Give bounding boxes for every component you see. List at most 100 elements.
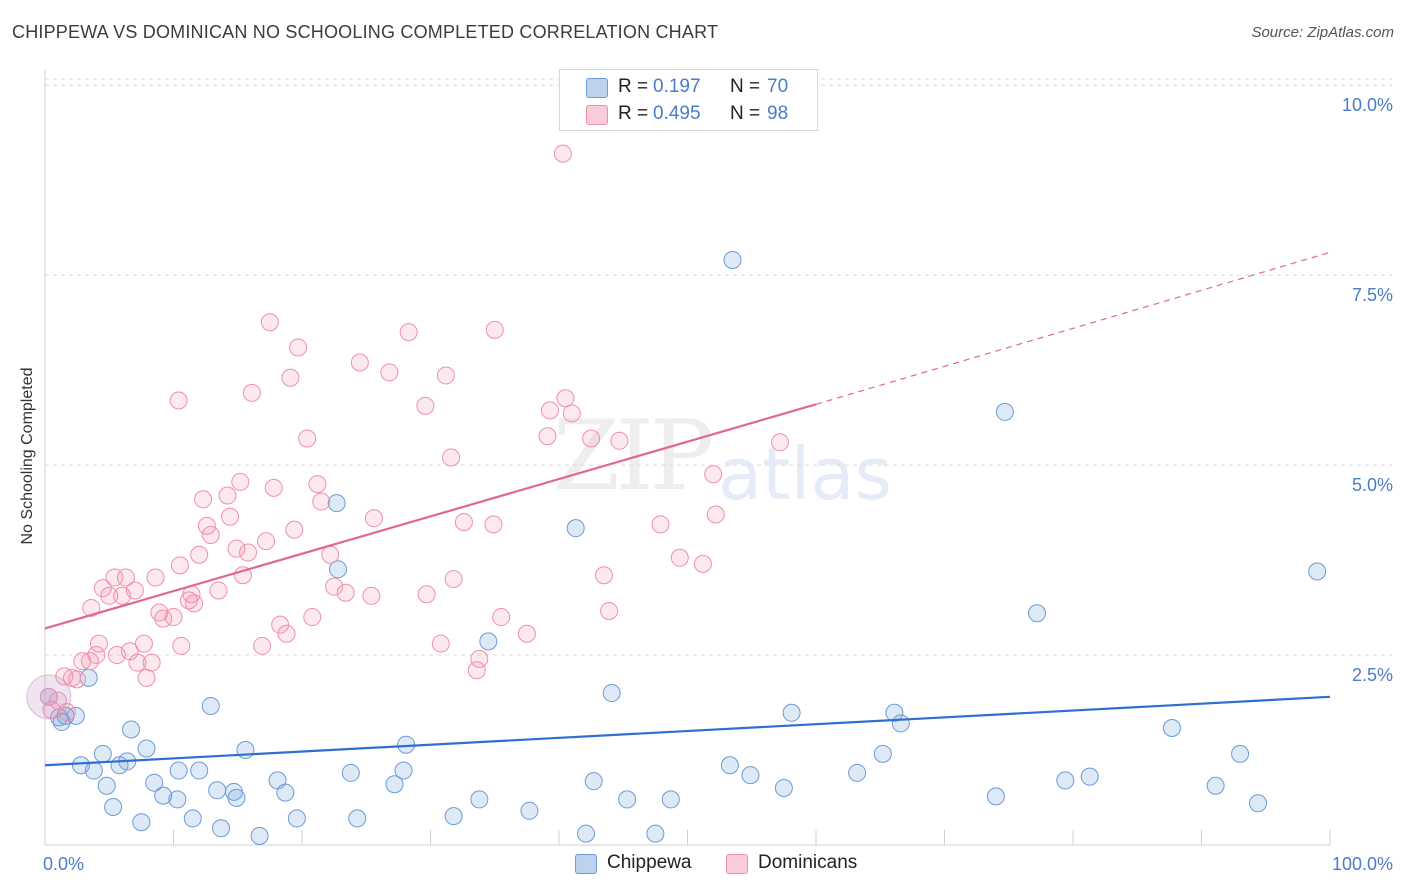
dominicans-point (93, 579, 112, 598)
dominicans-point (594, 566, 613, 585)
watermark-atlas: atlas (718, 432, 892, 516)
dominicans-point (600, 601, 619, 620)
chippewa-point (723, 250, 742, 269)
dominicans-point (277, 624, 296, 643)
chippewa-point (183, 809, 202, 828)
axes (44, 70, 1331, 846)
chippewa-point (328, 560, 347, 579)
chippewa-point (287, 809, 306, 828)
dominicans-series (26, 144, 790, 722)
chippewa-trend-line (44, 695, 1331, 767)
dominicans-point (444, 570, 463, 589)
chippewa-point (848, 763, 867, 782)
chippewa-point (208, 781, 227, 800)
legend-swatch-dominicans (586, 105, 608, 125)
chippewa-point (250, 826, 269, 845)
dominicans-point (399, 323, 418, 342)
dominicans-point (100, 586, 119, 605)
chippewa-point (93, 744, 112, 763)
chippewa-point (137, 739, 156, 758)
chippewa-point (145, 773, 164, 792)
dominicans-point (82, 598, 101, 617)
chippewa-point (782, 703, 801, 722)
dominicans-point (364, 509, 383, 528)
dominicans-point (693, 554, 712, 573)
chippewa-point (66, 706, 85, 725)
dominicans-point (308, 475, 327, 494)
chippewa-point (646, 824, 665, 843)
chippewa-point (212, 819, 231, 838)
y-tick-label: 7.5% (1352, 285, 1393, 305)
chippewa-point (132, 813, 151, 832)
chippewa-point (394, 761, 413, 780)
tick-labels: 2.5% 5.0% 7.5% 10.0% 0.0% 100.0% (43, 95, 1393, 874)
dominicans-point (298, 429, 317, 448)
dominicans-point (190, 545, 209, 564)
dominicans-point (706, 505, 725, 524)
dominicans-point (125, 581, 144, 600)
dominicans-point (485, 320, 504, 339)
dominicans-point (380, 363, 399, 382)
dominicans-point (454, 513, 473, 532)
dominicans-point (185, 594, 204, 613)
chippewa-point (169, 761, 188, 780)
dominicans-point (325, 577, 344, 596)
overlap-point (26, 674, 72, 720)
chippewa-point (995, 402, 1014, 421)
dominicans-point (197, 516, 216, 535)
chippewa-point (84, 761, 103, 780)
chippewa-point (584, 772, 603, 791)
dominicans-point (89, 634, 108, 653)
dominicans-point (239, 543, 258, 562)
chippewa-point (104, 798, 123, 817)
legend-r-label: R = (618, 76, 649, 97)
dominicans-point (610, 431, 629, 450)
dominicans-point (336, 583, 355, 602)
chippewa-point (479, 632, 498, 651)
legend-n-value: 98 (767, 103, 789, 124)
y-tick-label: 2.5% (1352, 665, 1393, 685)
dominicans-point (670, 548, 689, 567)
dominicans-point (116, 568, 135, 587)
dominicans-point (442, 448, 461, 467)
dominicans-point (285, 520, 304, 539)
dominicans-point (170, 556, 189, 575)
chippewa-point (1080, 767, 1099, 786)
dominicans-point (169, 391, 188, 410)
legend-n-label: N = (730, 76, 761, 97)
dominicans-point (417, 585, 436, 604)
dominicans-point (146, 568, 165, 587)
chippewa-point (774, 779, 793, 798)
chippewa-point (618, 790, 637, 809)
bottom-legend-label: Chippewa (607, 852, 692, 873)
dominicans-point (253, 636, 272, 655)
x-tick-label-max: 100.0% (1332, 854, 1393, 874)
chart-title: CHIPPEWA VS DOMINICAN NO SCHOOLING COMPL… (12, 22, 719, 42)
y-tick-label: 10.0% (1342, 95, 1393, 115)
dominicans-point (172, 636, 191, 655)
dominicans-point (68, 670, 87, 689)
legend-n-label: N = (730, 103, 761, 124)
chippewa-point (276, 783, 295, 802)
bottom-legend-label: Dominicans (758, 852, 858, 873)
dominicans-point (142, 653, 161, 672)
dominicans-point (517, 624, 536, 643)
dominicans-trend-extension (815, 251, 1331, 405)
dominicans-point (431, 634, 450, 653)
dominicans-point (201, 526, 220, 544)
chippewa-point (741, 766, 760, 785)
chippewa-point (341, 763, 360, 782)
dominicans-point (260, 313, 279, 332)
dominicans-trend-line (44, 403, 817, 630)
dominicans-point (218, 486, 237, 505)
chippewa-point (236, 741, 255, 760)
dominicans-point (492, 608, 511, 627)
bottom-legend-swatch-chippewa (575, 854, 597, 874)
dominicans-point (281, 368, 300, 387)
chippewa-point (1231, 744, 1250, 763)
dominicans-point (350, 353, 369, 372)
dominicans-point (242, 383, 261, 402)
source-label: Source: ZipAtlas.com (1251, 24, 1394, 41)
dominicans-point (134, 634, 153, 653)
dominicans-point (227, 539, 246, 558)
